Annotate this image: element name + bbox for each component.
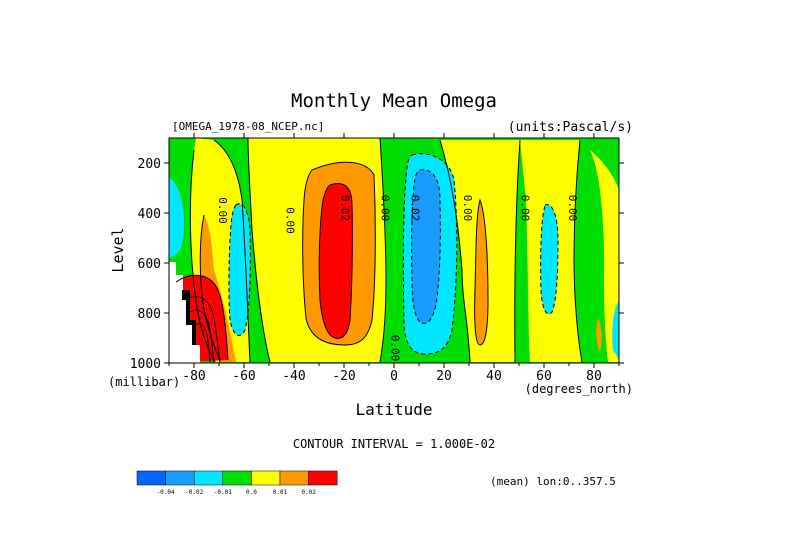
color-scale-label: 0.02 — [301, 489, 316, 496]
contour-line — [184, 296, 221, 363]
contour-line — [514, 139, 521, 363]
y-tick-label: 200 — [138, 157, 161, 172]
region-cyan-left-edge — [169, 178, 184, 258]
color-scale-swatch — [193, 470, 224, 486]
mean-note: (mean) lon:0..357.5 — [490, 475, 616, 488]
region-blue-tropics — [411, 169, 441, 324]
x-unit-label: (degrees_north) — [525, 382, 633, 396]
color-scale-swatch — [279, 470, 309, 486]
contour-line — [474, 198, 489, 346]
x-tick-label: 80 — [586, 369, 602, 384]
color-scale-swatch — [165, 470, 195, 486]
color-scale-swatch — [251, 470, 281, 486]
y-tick-label: 1000 — [130, 357, 161, 372]
contour-value-label: 0.00 — [519, 195, 532, 222]
source-file-label: [OMEGA_1978-08_NCEP.nc] — [172, 120, 324, 133]
topography-dark — [182, 290, 196, 345]
contour-value-label: 0.02 — [409, 195, 422, 222]
contour-line — [402, 153, 458, 355]
y-axis: 200 400 600 800 1000 — [130, 157, 624, 372]
contour-line — [302, 161, 376, 346]
contour-line — [199, 214, 221, 363]
contour-value-label: 0.00 — [566, 195, 579, 222]
color-scale-label: 0.01 — [273, 489, 288, 496]
contour-lines — [175, 138, 583, 363]
region-cyan-north — [540, 204, 558, 314]
region-red-subtropics — [319, 183, 353, 339]
x-tick-label: 40 — [486, 369, 502, 384]
y-tick-label: 600 — [138, 257, 161, 272]
contour-line — [189, 309, 215, 363]
y-unit-label: (millibar) — [108, 375, 180, 389]
contour-line — [228, 203, 251, 336]
contour-labels: 0.00 0.00 0.02 0.00 0.02 0.00 0.00 0.00 0.00 — [216, 195, 579, 362]
contour-value-label: 0.00 — [379, 195, 392, 222]
x-tick-label: -20 — [332, 369, 355, 384]
x-tick-label: 20 — [436, 369, 452, 384]
contour-interval-note: CONTOUR INTERVAL = 1.000E-02 — [293, 437, 495, 451]
color-scale-label: 0.0 — [246, 489, 257, 496]
chart-title: Monthly Mean Omega — [291, 90, 497, 112]
contour-line — [439, 139, 471, 363]
contour-line — [379, 138, 387, 363]
contour-value-label: 0.00 — [284, 207, 297, 234]
y-axis-title: Level — [109, 227, 127, 272]
x-tick-label: -60 — [232, 369, 255, 384]
x-axis-title: Latitude — [355, 400, 432, 419]
color-scale-swatch — [308, 470, 338, 486]
contour-value-label: 0.02 — [339, 195, 352, 222]
region-orange-north — [474, 200, 488, 345]
color-scale: -0.04 -0.02 -0.01 0.0 0.01 0.02 — [136, 470, 338, 496]
color-scale-label: -0.02 — [185, 489, 203, 496]
x-tick-label: -80 — [182, 369, 205, 384]
x-tick-label: 60 — [536, 369, 552, 384]
y-tick-label: 800 — [138, 307, 161, 322]
color-scale-label: -0.04 — [157, 489, 175, 496]
contour-value-label: 0.00 — [216, 197, 229, 224]
contour-line — [175, 274, 229, 361]
x-tick-label: 0 — [390, 369, 398, 384]
y-tick-label: 400 — [138, 207, 161, 222]
region-cyan-right-edge — [612, 300, 619, 360]
color-scale-label: -0.01 — [214, 489, 232, 496]
color-scale-swatch — [136, 470, 166, 486]
color-scale-swatch — [222, 470, 252, 486]
contour-line — [247, 138, 271, 363]
region-yellow-north-high — [590, 150, 619, 362]
contour-value-label: 0.00 — [389, 335, 402, 362]
region-orange-north-high — [596, 318, 602, 352]
contour-line — [213, 139, 251, 363]
x-tick-label: -40 — [282, 369, 305, 384]
contour-value-label: 0.00 — [461, 195, 474, 222]
contour-line — [318, 183, 353, 339]
region-cyan-south — [228, 203, 251, 336]
units-label: (units:Pascal/s) — [508, 120, 633, 135]
contour-line — [195, 323, 211, 363]
contour-line — [189, 149, 216, 363]
contour-field: 0.00 0.00 0.02 0.00 0.02 0.00 0.00 0.00 0.00 — [169, 138, 619, 363]
x-axis: -80 -60 -40 -20 0 20 40 60 80 — [168, 133, 620, 384]
contour-line — [573, 139, 583, 363]
contour-line — [540, 204, 559, 315]
